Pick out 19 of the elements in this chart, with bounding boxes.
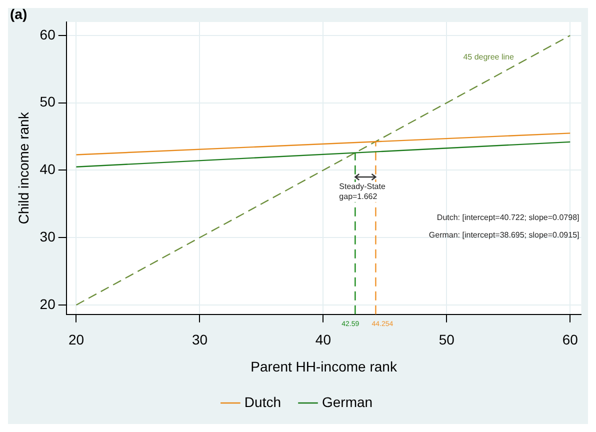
x-tick-label: 20 [68, 332, 84, 348]
legend-label: Dutch [244, 394, 282, 410]
annotation: German: [intercept=38.695; slope=0.0915] [428, 230, 580, 240]
y-tick-label: 20 [40, 296, 56, 312]
annotation: Steady-State gap=1.662 [339, 182, 386, 202]
x-tick-label: 40 [315, 332, 332, 348]
x-tick-label: 50 [438, 332, 455, 348]
x-tick-label: 30 [192, 332, 208, 348]
y-tick-label: 40 [40, 161, 56, 178]
y-axis-title: Child income rank [15, 111, 32, 224]
x-axis-title: Parent HH-income rank [250, 358, 398, 374]
y-tick-label: 50 [40, 94, 56, 110]
x-tick-label: 60 [562, 332, 578, 348]
annotation: Dutch: [intercept=40.722; slope=0.0798] [436, 213, 580, 222]
annotation: 45 degree line [463, 52, 514, 62]
chart-title: (a) [10, 6, 28, 22]
legend-label: German [322, 394, 373, 410]
y-tick-label: 60 [40, 26, 56, 42]
y-tick-label: 30 [40, 228, 56, 244]
